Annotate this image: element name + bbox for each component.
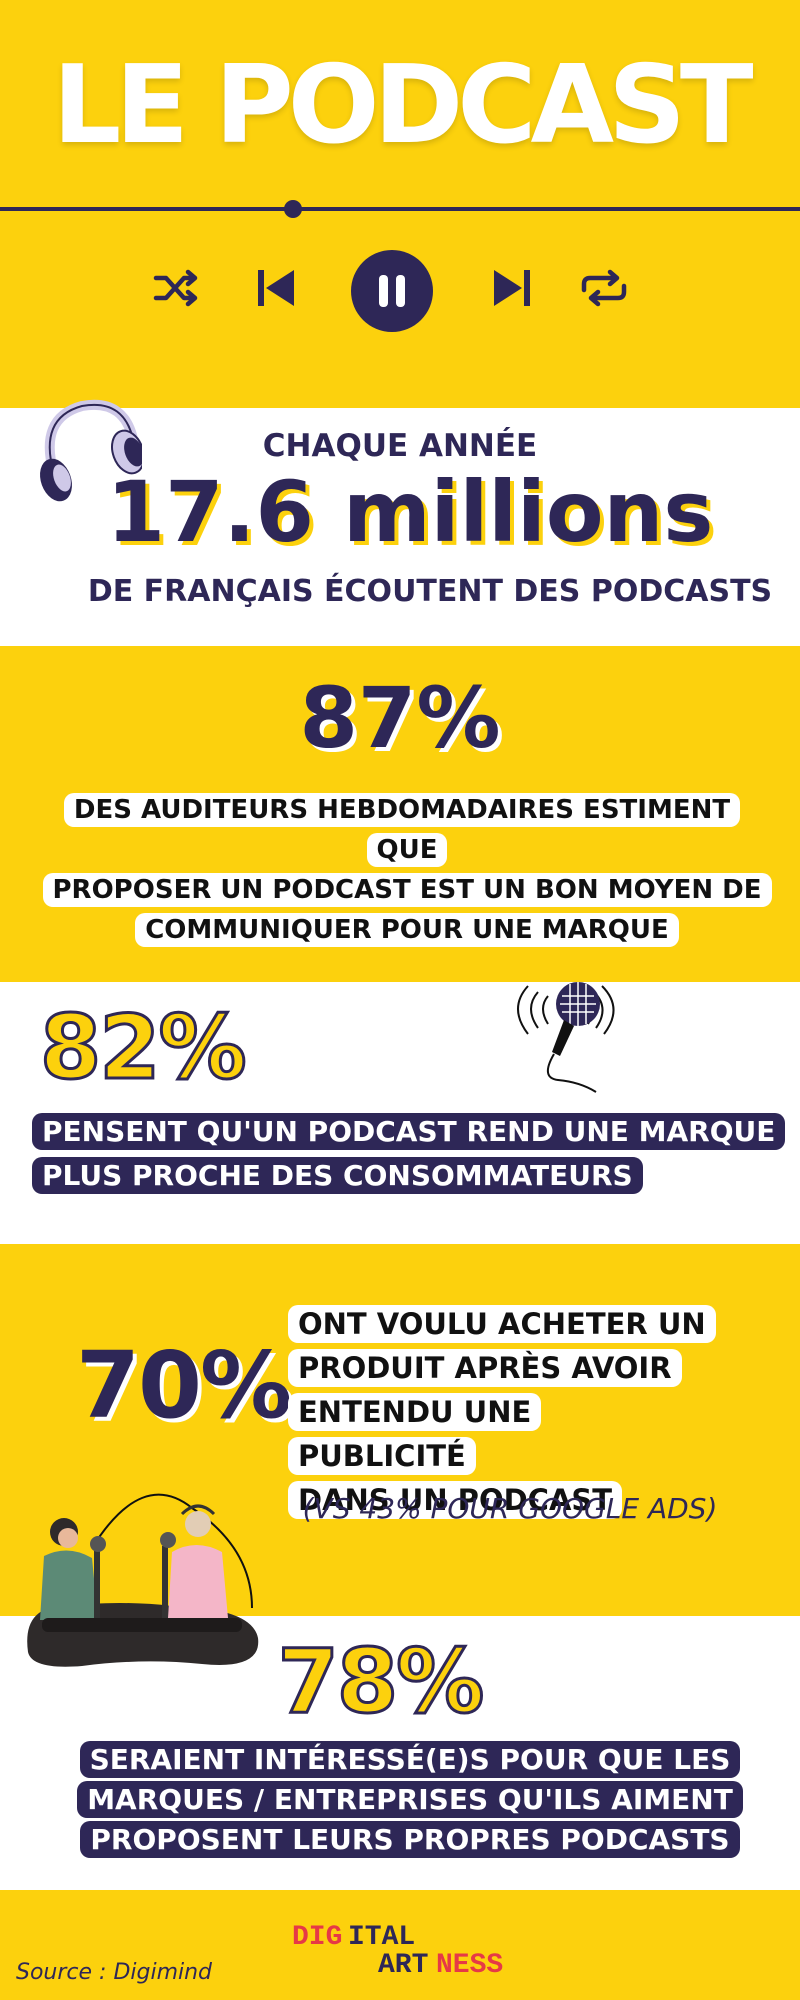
microphone-icon [517,982,615,1093]
headphones-icon [40,399,142,502]
stat-78-label: SERAIENT INTÉRESSÉ(E)S POUR QUE LES MARQ… [70,1740,750,1860]
stat-87-line: PROPOSER UN PODCAST EST UN BON MOYEN DE [42,873,772,907]
stat-70-label: ONT VOULU ACHETER UN PRODUIT APRÈS AVOIR… [288,1302,718,1522]
stat-87-line: COMMUNIQUER POUR UNE MARQUE [135,913,679,947]
footer-band [0,1890,800,2000]
page-title: LE PODCAST [52,43,753,168]
stat-87-line: DES AUDITEURS HEBDOMADAIRES ESTIMENT QUE [63,793,741,867]
pause-button[interactable] [351,250,433,332]
svg-text:DIG: DIG [292,1922,342,1953]
stat-87-label: DES AUDITEURS HEBDOMADAIRES ESTIMENT QUE… [38,790,776,950]
stat-78-value: 78% [276,1630,486,1733]
stat-78-line: PROPOSENT LEURS PROPRES PODCASTS [80,1821,740,1858]
progress-bar[interactable] [0,207,800,211]
listeners-suffix: DE FRANÇAIS ÉCOUTENT DES PODCASTS [87,574,773,609]
pause-icon [379,275,405,307]
listeners-prefix: CHAQUE ANNÉE [262,428,538,464]
stat-82-line: PLUS PROCHE DES CONSOMMATEURS [32,1157,643,1194]
svg-text:NESS: NESS [436,1950,503,1976]
brand-logo-icon: DIG ITAL ART NESS [292,1922,503,1976]
next-icon[interactable] [483,258,543,318]
stat-70-note: (VS 43% POUR GOOGLE ADS) [302,1492,718,1525]
progress-handle[interactable] [284,200,302,218]
svg-text:ART: ART [378,1950,428,1976]
shuffle-icon[interactable] [147,258,207,318]
stat-87-value: 87% [299,669,501,767]
source-credit: Source : Digimind [16,1960,213,1985]
stat-70-line: ENTENDU UNE PUBLICITÉ [288,1393,542,1475]
stat-70-line: DANS UN PODCAST [288,1481,623,1519]
stat-70-line: ONT VOULU ACHETER UN [288,1305,716,1343]
stat-78-line: SERAIENT INTÉRESSÉ(E)S POUR QUE LES [79,1741,741,1778]
podcasters-illustration-icon [27,1493,259,1667]
header-band [0,0,800,408]
repeat-icon[interactable] [574,258,634,318]
stat-70-value: 70% [76,1332,292,1439]
stat-82-value: 82% [39,996,249,1099]
svg-text:ITAL: ITAL [348,1922,415,1953]
listeners-value: 17.6 millions [106,463,714,561]
previous-icon[interactable] [245,258,305,318]
stat-78-line: MARQUES / ENTREPRISES QU'ILS AIMENT [77,1781,743,1818]
stat-82-label: PENSENT QU'UN PODCAST REND UNE MARQUE PL… [32,1110,792,1198]
stat-82-line: PENSENT QU'UN PODCAST REND UNE MARQUE [32,1113,786,1150]
stat-70-line: PRODUIT APRÈS AVOIR [288,1349,682,1387]
